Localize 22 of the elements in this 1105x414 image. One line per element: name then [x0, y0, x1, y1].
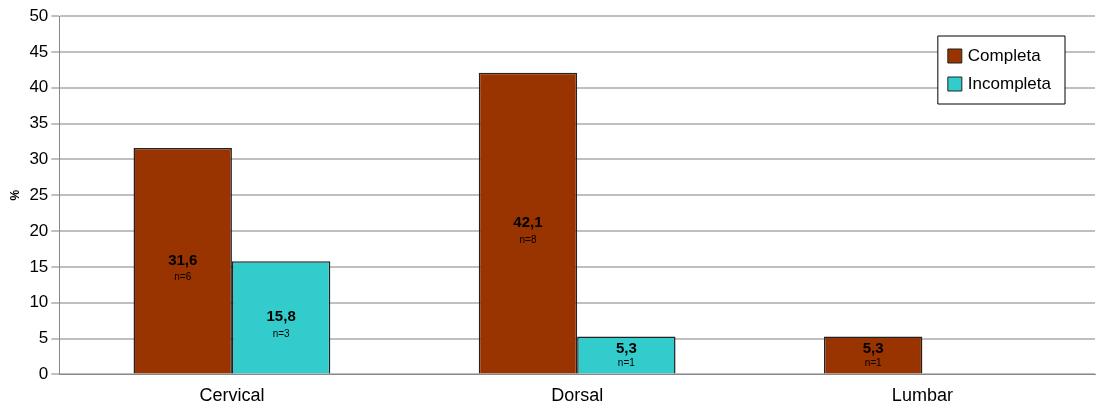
- data-label: 42,1 n=8: [513, 213, 543, 245]
- y-tick-label: 35: [29, 113, 49, 133]
- legend-label: Incompleta: [967, 73, 1052, 93]
- y-tick-label: 30: [29, 149, 49, 169]
- x-tick-label: Cervical: [199, 385, 265, 406]
- y-tick-label: 10: [29, 292, 49, 312]
- legend-label: Completa: [967, 45, 1042, 65]
- y-tick-label: 5: [38, 328, 49, 348]
- data-label: 5,3 n=1: [862, 338, 884, 369]
- y-tick-label: 20: [29, 220, 49, 240]
- y-tick-label: 45: [29, 41, 49, 61]
- data-label: 15,8 n=3: [266, 307, 296, 340]
- data-label: 31,6 n=6: [168, 250, 198, 283]
- y-tick-label: 25: [29, 184, 49, 204]
- x-tick-label: Dorsal: [551, 385, 604, 406]
- data-label: 5,3 n=1: [615, 338, 637, 369]
- y-tick-label: 0: [38, 364, 49, 384]
- x-tick-label: Lumbar: [891, 385, 953, 406]
- y-axis-title: %: [7, 189, 22, 201]
- y-tick-label: 40: [29, 77, 49, 97]
- y-tick-label: 15: [29, 256, 49, 276]
- y-tick-label: 50: [29, 5, 49, 25]
